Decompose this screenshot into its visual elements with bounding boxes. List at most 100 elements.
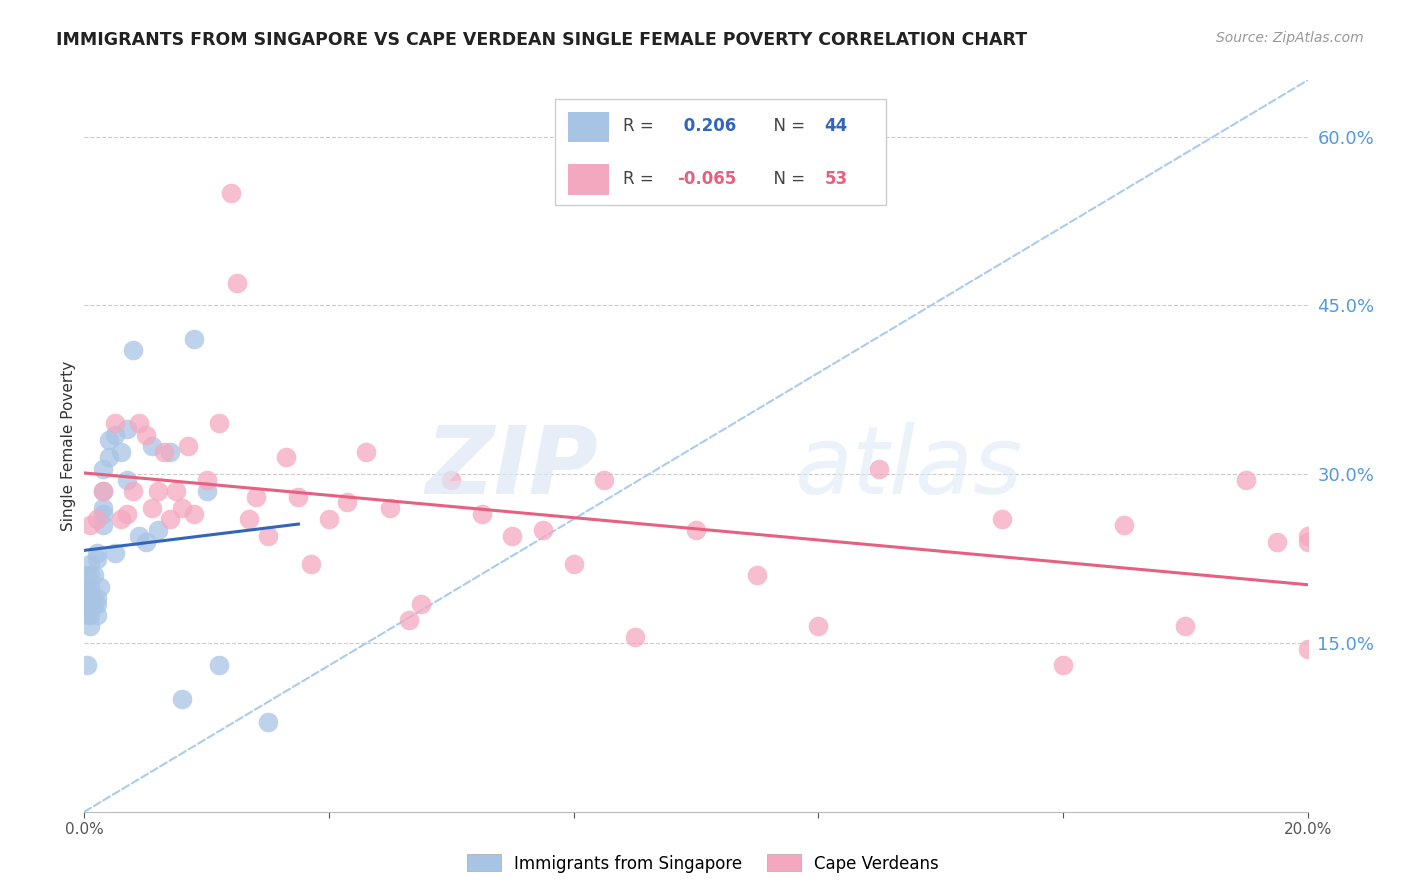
FancyBboxPatch shape (555, 99, 886, 204)
Point (110, 444, 132, 458)
Point (502, 529, 524, 543)
Point (807, 619, 830, 633)
Point (165, 483, 187, 498)
Point (135, 427, 157, 442)
Point (141, 500, 163, 515)
Point (79, 585, 101, 599)
Point (76, 591, 98, 605)
Point (1174, 619, 1197, 633)
Point (1114, 517, 1136, 532)
Point (86, 591, 108, 605)
Point (1296, 534, 1319, 549)
Point (153, 444, 176, 458)
Point (79, 580, 101, 594)
Point (257, 714, 280, 729)
Point (146, 524, 169, 538)
Point (79, 557, 101, 571)
Point (336, 495, 359, 509)
Point (299, 557, 322, 571)
Point (380, 500, 402, 515)
Point (177, 439, 200, 453)
Point (76, 607, 98, 622)
Point (685, 524, 707, 538)
Point (1052, 658, 1074, 673)
Text: Source: ZipAtlas.com: Source: ZipAtlas.com (1216, 31, 1364, 45)
Point (97, 450, 120, 465)
Point (747, 568, 769, 582)
Text: IMMIGRANTS FROM SINGAPORE VS CAPE VERDEAN SINGLE FEMALE POVERTY CORRELATION CHAR: IMMIGRANTS FROM SINGAPORE VS CAPE VERDEA… (56, 31, 1028, 49)
Point (257, 529, 280, 543)
Point (115, 473, 138, 487)
Point (1296, 641, 1319, 656)
Point (531, 524, 554, 538)
Point (624, 630, 647, 644)
Point (276, 450, 298, 465)
Point (86, 597, 108, 611)
Point (440, 473, 463, 487)
Point (172, 500, 194, 515)
Point (76, 568, 98, 582)
Point (172, 692, 194, 706)
Text: N =: N = (763, 170, 811, 188)
Point (1236, 473, 1258, 487)
Point (409, 597, 432, 611)
Point (991, 512, 1014, 526)
Point (593, 473, 616, 487)
Text: 0.206: 0.206 (678, 118, 735, 136)
Point (89, 580, 111, 594)
Point (79, 597, 101, 611)
Point (110, 512, 132, 526)
Point (86, 512, 108, 526)
Point (219, 186, 242, 200)
Point (128, 417, 150, 431)
Point (91, 500, 114, 515)
Point (183, 507, 205, 521)
Point (128, 529, 150, 543)
Point (104, 417, 127, 431)
Point (91, 461, 114, 475)
Point (471, 507, 494, 521)
Point (238, 512, 260, 526)
Point (83, 597, 105, 611)
Point (83, 568, 105, 582)
Point (91, 483, 114, 498)
Point (1296, 529, 1319, 543)
Text: R =: R = (623, 118, 658, 136)
Point (86, 546, 108, 560)
Point (226, 276, 249, 290)
Point (159, 512, 181, 526)
Point (146, 483, 169, 498)
Point (79, 517, 101, 532)
Text: 53: 53 (824, 170, 848, 188)
Text: atlas: atlas (794, 423, 1022, 514)
Point (86, 551, 108, 566)
Point (183, 332, 205, 346)
Point (287, 490, 309, 504)
Point (122, 343, 145, 358)
Point (208, 658, 231, 673)
FancyBboxPatch shape (568, 112, 609, 143)
Point (562, 557, 585, 571)
Point (318, 512, 340, 526)
Point (245, 490, 267, 504)
Point (398, 614, 420, 628)
Point (115, 422, 138, 436)
Text: R =: R = (623, 170, 658, 188)
Point (1265, 534, 1288, 549)
Text: N =: N = (763, 118, 811, 136)
Point (79, 607, 101, 622)
Point (159, 444, 181, 458)
Point (104, 546, 127, 560)
Point (141, 439, 163, 453)
FancyBboxPatch shape (568, 164, 609, 195)
Point (79, 619, 101, 633)
Point (79, 568, 101, 582)
Point (91, 483, 114, 498)
Text: -0.065: -0.065 (678, 170, 737, 188)
Point (76, 602, 98, 616)
Point (195, 473, 218, 487)
Legend: Immigrants from Singapore, Cape Verdeans: Immigrants from Singapore, Cape Verdeans (461, 847, 945, 880)
Point (76, 658, 98, 673)
Point (91, 507, 114, 521)
Point (97, 434, 120, 448)
